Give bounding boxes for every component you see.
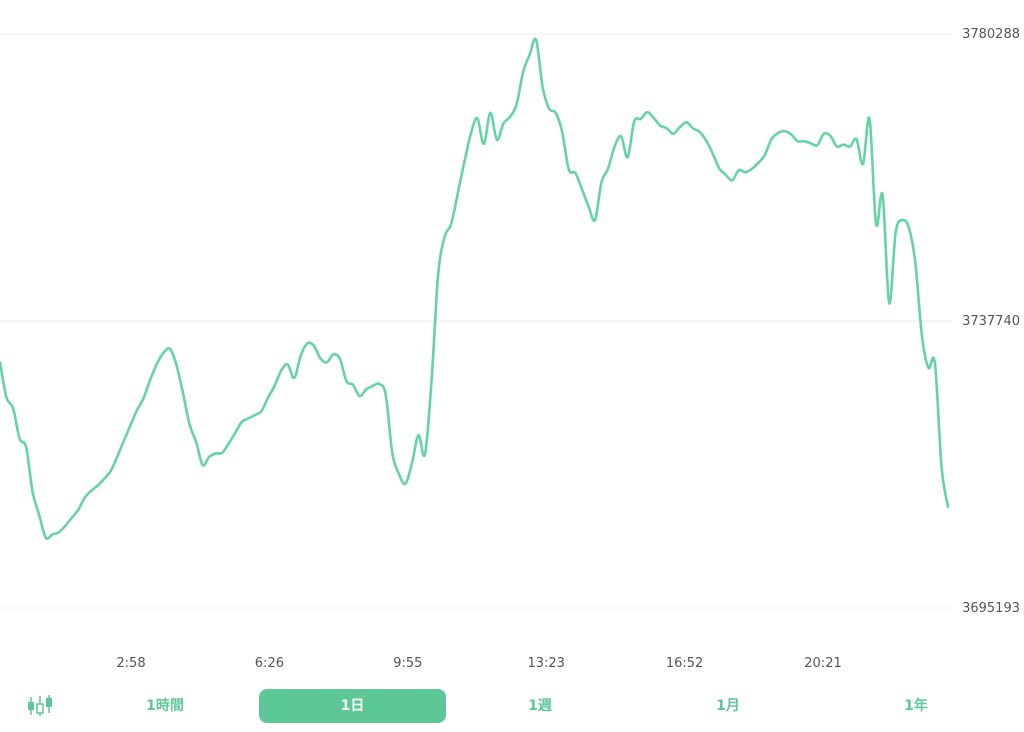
range-button-1h[interactable]: 1時間 <box>70 689 260 723</box>
range-button-1w[interactable]: 1週 <box>446 689 634 723</box>
range-button-1d[interactable]: 1日 <box>259 689 446 723</box>
price-chart: 3780288 3737740 3695193 2:58 6:26 9:55 13:23 1… <box>0 27 1020 671</box>
range-label-1d: 1日 <box>340 698 365 714</box>
x-tick-label: 2:58 <box>116 656 145 671</box>
y-tick-label: 3737740 <box>962 314 1020 329</box>
x-tick-label: 6:26 <box>255 656 284 671</box>
range-selector: 1時間 1日 1週 1月 1年 <box>0 686 1024 726</box>
y-tick-label: 3780288 <box>962 27 1020 42</box>
range-label-1h: 1時間 <box>146 698 184 714</box>
grid-lines <box>0 33 952 609</box>
y-tick-label: 3695193 <box>962 601 1020 616</box>
y-axis-labels: 3780288 3737740 3695193 <box>962 27 1020 616</box>
price-series-line <box>0 37 950 541</box>
candlestick-toggle-button[interactable] <box>24 694 56 718</box>
x-tick-label: 20:21 <box>804 656 841 671</box>
range-label-1w: 1週 <box>528 698 552 714</box>
x-tick-label: 16:52 <box>666 656 703 671</box>
x-axis-labels: 2:58 6:26 9:55 13:23 16:52 20:21 <box>116 656 841 671</box>
candlestick-icon <box>28 695 52 716</box>
series-layer <box>0 37 950 541</box>
range-button-1m[interactable]: 1月 <box>634 689 822 723</box>
x-tick-label: 13:23 <box>527 656 564 671</box>
range-label-1y: 1年 <box>904 698 928 714</box>
x-tick-label: 9:55 <box>393 656 422 671</box>
range-button-1y[interactable]: 1年 <box>822 689 1010 723</box>
range-label-1m: 1月 <box>716 698 740 714</box>
